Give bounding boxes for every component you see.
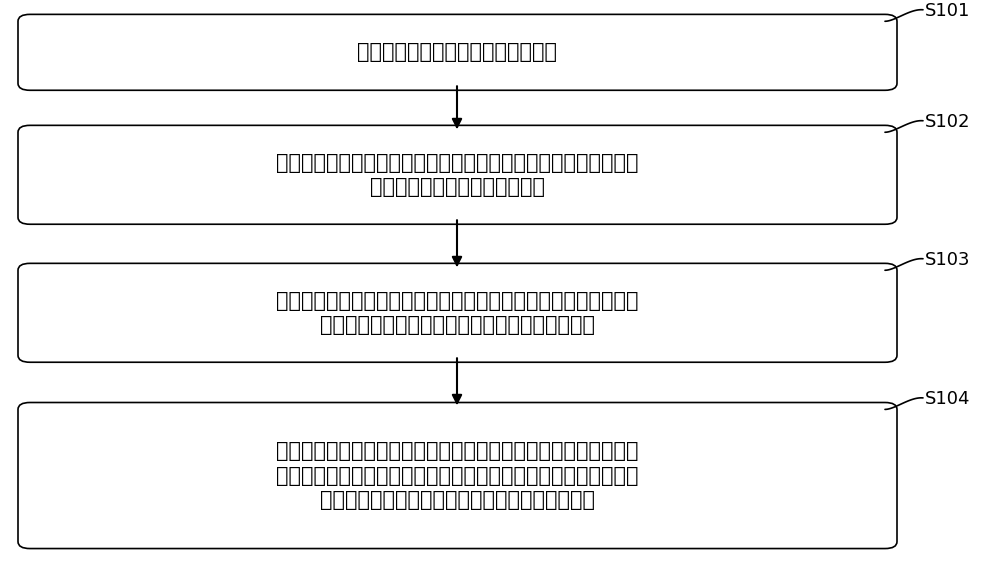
Text: S101: S101 bbox=[925, 2, 970, 20]
Text: 根据多种流型下两相流液膜厚度数据、多尺度熵排列分布特征曲线: 根据多种流型下两相流液膜厚度数据、多尺度熵排列分布特征曲线 bbox=[276, 442, 639, 461]
Text: 分析，以提取出不同流型的特征: 分析，以提取出不同流型的特征 bbox=[370, 177, 545, 197]
Text: 从而通过流型识别的定量判定表格实现判定的目的: 从而通过流型识别的定量判定表格实现判定的目的 bbox=[320, 490, 595, 509]
FancyBboxPatch shape bbox=[18, 402, 897, 549]
FancyBboxPatch shape bbox=[18, 14, 897, 90]
Text: S102: S102 bbox=[925, 113, 970, 131]
Text: S103: S103 bbox=[925, 251, 970, 269]
Text: 、多尺度熵率建立流型数据库，以得到流型识别的定量判定表格，: 、多尺度熵率建立流型数据库，以得到流型识别的定量判定表格， bbox=[276, 466, 639, 485]
Text: S104: S104 bbox=[925, 390, 970, 408]
Text: 按照多尺度熵概念对多种流型下两相流液膜厚度数据进行信号处理: 按照多尺度熵概念对多种流型下两相流液膜厚度数据进行信号处理 bbox=[276, 153, 639, 172]
FancyBboxPatch shape bbox=[18, 263, 897, 362]
Text: 算多尺度熵排列分布图不同流型曲线的多尺度熵率: 算多尺度熵排列分布图不同流型曲线的多尺度熵率 bbox=[320, 315, 595, 335]
FancyBboxPatch shape bbox=[18, 125, 897, 224]
Text: 获取多种流型下两相流液膜厚度数据: 获取多种流型下两相流液膜厚度数据 bbox=[358, 43, 558, 62]
Text: 根据提取的不同流型的特征得到多尺度熵排列分布特征曲线，并计: 根据提取的不同流型的特征得到多尺度熵排列分布特征曲线，并计 bbox=[276, 291, 639, 310]
